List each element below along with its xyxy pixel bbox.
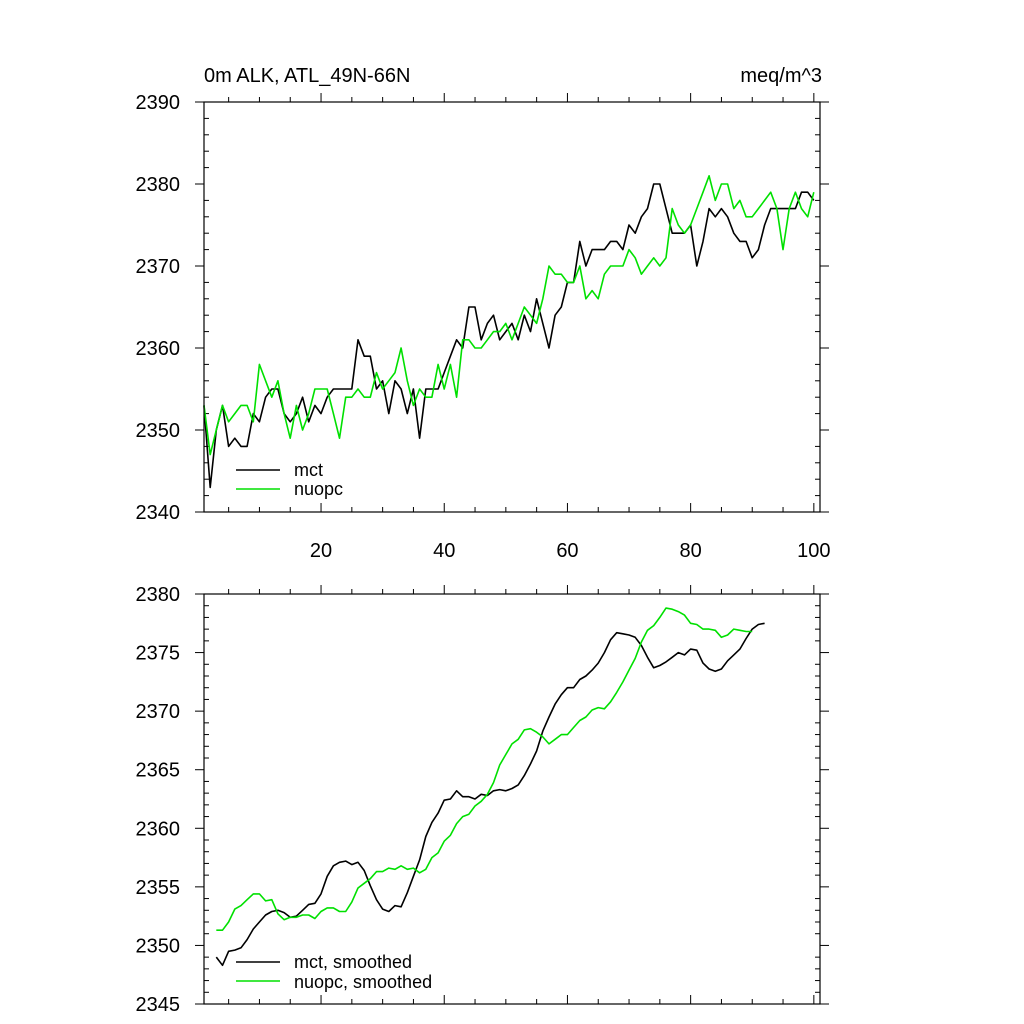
x-tick-label: 60 — [556, 540, 578, 562]
legend-label-nuopc-smoothed: nuopc, smoothed — [294, 972, 432, 992]
bottom-y-tick-labels: 2345 2350 2355 2360 2365 2370 2375 2380 — [136, 584, 181, 1016]
top-series-lines — [203, 175, 815, 489]
legend-label-mct-smoothed: mct, smoothed — [294, 952, 412, 972]
y-tick-label: 2365 — [136, 760, 181, 782]
x-tick-label: 20 — [310, 540, 332, 562]
y-tick-label: 2370 — [136, 256, 181, 278]
bottom-legend: mct, smoothed nuopc, smoothed — [236, 952, 432, 992]
bottom-tick-marks — [195, 585, 829, 1005]
series-line-nuopc — [203, 175, 815, 456]
y-tick-label: 2340 — [136, 502, 181, 524]
y-tick-label: 2360 — [136, 338, 181, 360]
y-tick-label: 2390 — [136, 92, 181, 114]
x-tick-label: 80 — [680, 540, 702, 562]
y-tick-label: 2350 — [136, 935, 181, 957]
y-tick-label: 2380 — [136, 174, 181, 196]
top-plot-panel: 0m ALK, ATL_49N-66N meq/m^3 20 40 60 80 100 … — [136, 65, 831, 562]
units-label: meq/m^3 — [740, 65, 822, 87]
y-tick-label: 2370 — [136, 701, 181, 723]
series-line-nuopc-smoothed — [216, 607, 753, 932]
top-legend: mct nuopc — [236, 460, 343, 499]
series-line-mct — [203, 183, 815, 489]
top-y-tick-labels: 2340 2350 2360 2370 2380 2390 — [136, 92, 181, 524]
bottom-series-lines — [215, 607, 765, 967]
bottom-plot-panel: 2345 2350 2355 2360 2365 2370 2375 2380 mct, sm… — [136, 584, 829, 1016]
legend-label-mct: mct — [294, 460, 323, 480]
top-x-tick-labels: 20 40 60 80 100 — [310, 540, 831, 562]
y-tick-label: 2355 — [136, 877, 181, 899]
x-tick-label: 40 — [433, 540, 455, 562]
y-tick-label: 2345 — [136, 994, 181, 1016]
bottom-plot-frame — [203, 593, 821, 1005]
y-tick-label: 2380 — [136, 584, 181, 606]
y-tick-label: 2375 — [136, 643, 181, 665]
x-tick-label: 100 — [797, 540, 830, 562]
chart-title: 0m ALK, ATL_49N-66N — [204, 65, 410, 87]
top-plot-frame — [203, 101, 821, 513]
y-tick-label: 2360 — [136, 818, 181, 840]
top-tick-marks — [195, 93, 829, 513]
y-tick-label: 2350 — [136, 420, 181, 442]
series-line-mct-smoothed — [215, 622, 765, 967]
legend-label-nuopc: nuopc — [294, 479, 343, 499]
